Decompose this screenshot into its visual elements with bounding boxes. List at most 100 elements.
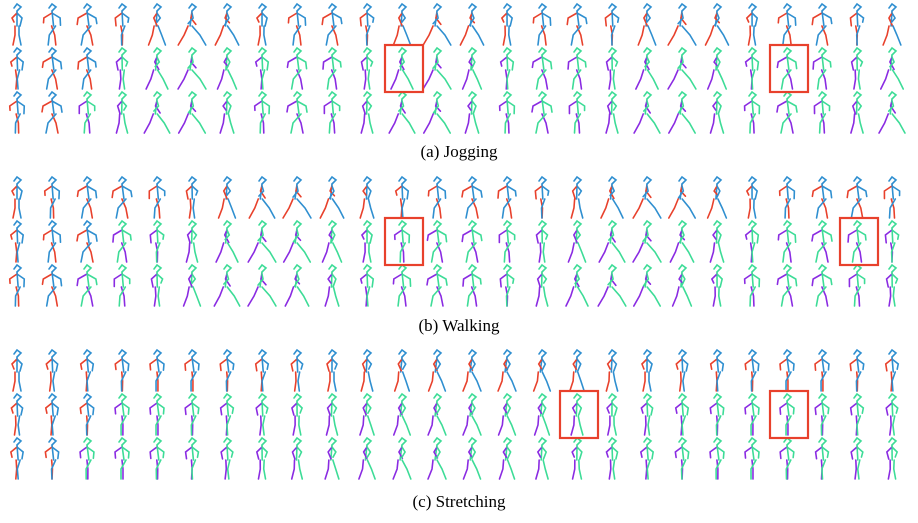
arm bbox=[711, 359, 717, 369]
head bbox=[889, 92, 896, 99]
head bbox=[364, 350, 371, 357]
pose-figure bbox=[568, 221, 585, 262]
leg bbox=[189, 199, 190, 218]
pose-figure bbox=[669, 177, 695, 218]
pose-figure bbox=[850, 4, 863, 45]
head bbox=[434, 48, 441, 55]
head bbox=[679, 4, 686, 11]
pose-figure bbox=[884, 177, 899, 218]
arm bbox=[227, 101, 231, 114]
arm bbox=[45, 447, 52, 457]
leg bbox=[614, 114, 618, 133]
pose-figure bbox=[812, 265, 832, 306]
leg bbox=[668, 70, 678, 89]
arm bbox=[532, 101, 542, 112]
leg bbox=[215, 26, 223, 45]
pose-figure bbox=[361, 265, 373, 306]
head bbox=[854, 350, 861, 357]
arm bbox=[427, 274, 437, 285]
head bbox=[469, 221, 476, 228]
leg bbox=[613, 460, 614, 479]
head bbox=[399, 177, 406, 184]
leg bbox=[47, 70, 56, 89]
head bbox=[434, 438, 441, 445]
leg bbox=[466, 199, 476, 218]
head bbox=[469, 177, 476, 184]
leg bbox=[816, 243, 826, 262]
leg bbox=[403, 372, 410, 391]
arm bbox=[297, 447, 301, 457]
leg bbox=[719, 287, 721, 306]
arm bbox=[813, 57, 822, 69]
leg bbox=[298, 460, 302, 479]
head bbox=[224, 221, 231, 228]
arm bbox=[535, 186, 542, 199]
arm bbox=[115, 447, 122, 458]
head bbox=[749, 48, 756, 55]
head bbox=[889, 265, 896, 272]
arm bbox=[44, 230, 52, 240]
pose-figure bbox=[887, 265, 898, 306]
head bbox=[49, 265, 56, 272]
arm bbox=[777, 101, 787, 112]
leg bbox=[402, 460, 411, 479]
arm bbox=[150, 230, 157, 243]
head bbox=[154, 438, 161, 445]
head bbox=[819, 265, 826, 272]
head bbox=[224, 48, 231, 55]
leg bbox=[816, 26, 826, 45]
pose-figure bbox=[879, 92, 905, 133]
head bbox=[714, 438, 721, 445]
head bbox=[364, 92, 371, 99]
pose-figure bbox=[887, 438, 897, 479]
head bbox=[224, 177, 231, 184]
leg bbox=[851, 199, 861, 218]
arm bbox=[186, 186, 192, 199]
pose-figure bbox=[712, 265, 722, 306]
head bbox=[609, 394, 616, 401]
head bbox=[84, 438, 91, 445]
head bbox=[644, 394, 651, 401]
head bbox=[469, 350, 476, 357]
leg bbox=[648, 26, 656, 45]
leg bbox=[262, 70, 264, 89]
pose-figure bbox=[745, 350, 759, 391]
pose-figure bbox=[10, 92, 25, 133]
pose-figure bbox=[113, 221, 131, 262]
head bbox=[504, 48, 511, 55]
pose-figure bbox=[12, 4, 22, 45]
arm bbox=[256, 57, 262, 66]
pose-figure bbox=[322, 4, 342, 45]
leg bbox=[50, 372, 51, 391]
leg bbox=[543, 460, 548, 479]
leg bbox=[717, 26, 728, 45]
leg bbox=[360, 416, 364, 435]
head bbox=[819, 92, 826, 99]
head bbox=[49, 4, 56, 11]
head bbox=[119, 438, 126, 445]
head bbox=[329, 92, 336, 99]
arm bbox=[362, 57, 367, 70]
head bbox=[189, 177, 196, 184]
arm bbox=[472, 101, 476, 114]
leg bbox=[787, 372, 788, 391]
arm bbox=[77, 274, 87, 285]
leg bbox=[227, 26, 238, 45]
leg bbox=[609, 460, 610, 479]
arm bbox=[291, 359, 297, 371]
pose-figure bbox=[462, 221, 482, 262]
leg bbox=[193, 287, 200, 306]
pose-figure bbox=[322, 221, 341, 262]
pose-figure bbox=[184, 265, 201, 306]
leg bbox=[499, 460, 503, 479]
leg bbox=[17, 243, 19, 262]
leg bbox=[668, 26, 678, 45]
pose-figure bbox=[747, 177, 757, 218]
pose-figure bbox=[599, 221, 625, 262]
arm bbox=[462, 230, 472, 241]
leg bbox=[367, 287, 369, 306]
leg bbox=[888, 460, 890, 479]
head bbox=[469, 394, 476, 401]
leg bbox=[669, 199, 678, 218]
leg bbox=[879, 114, 888, 133]
